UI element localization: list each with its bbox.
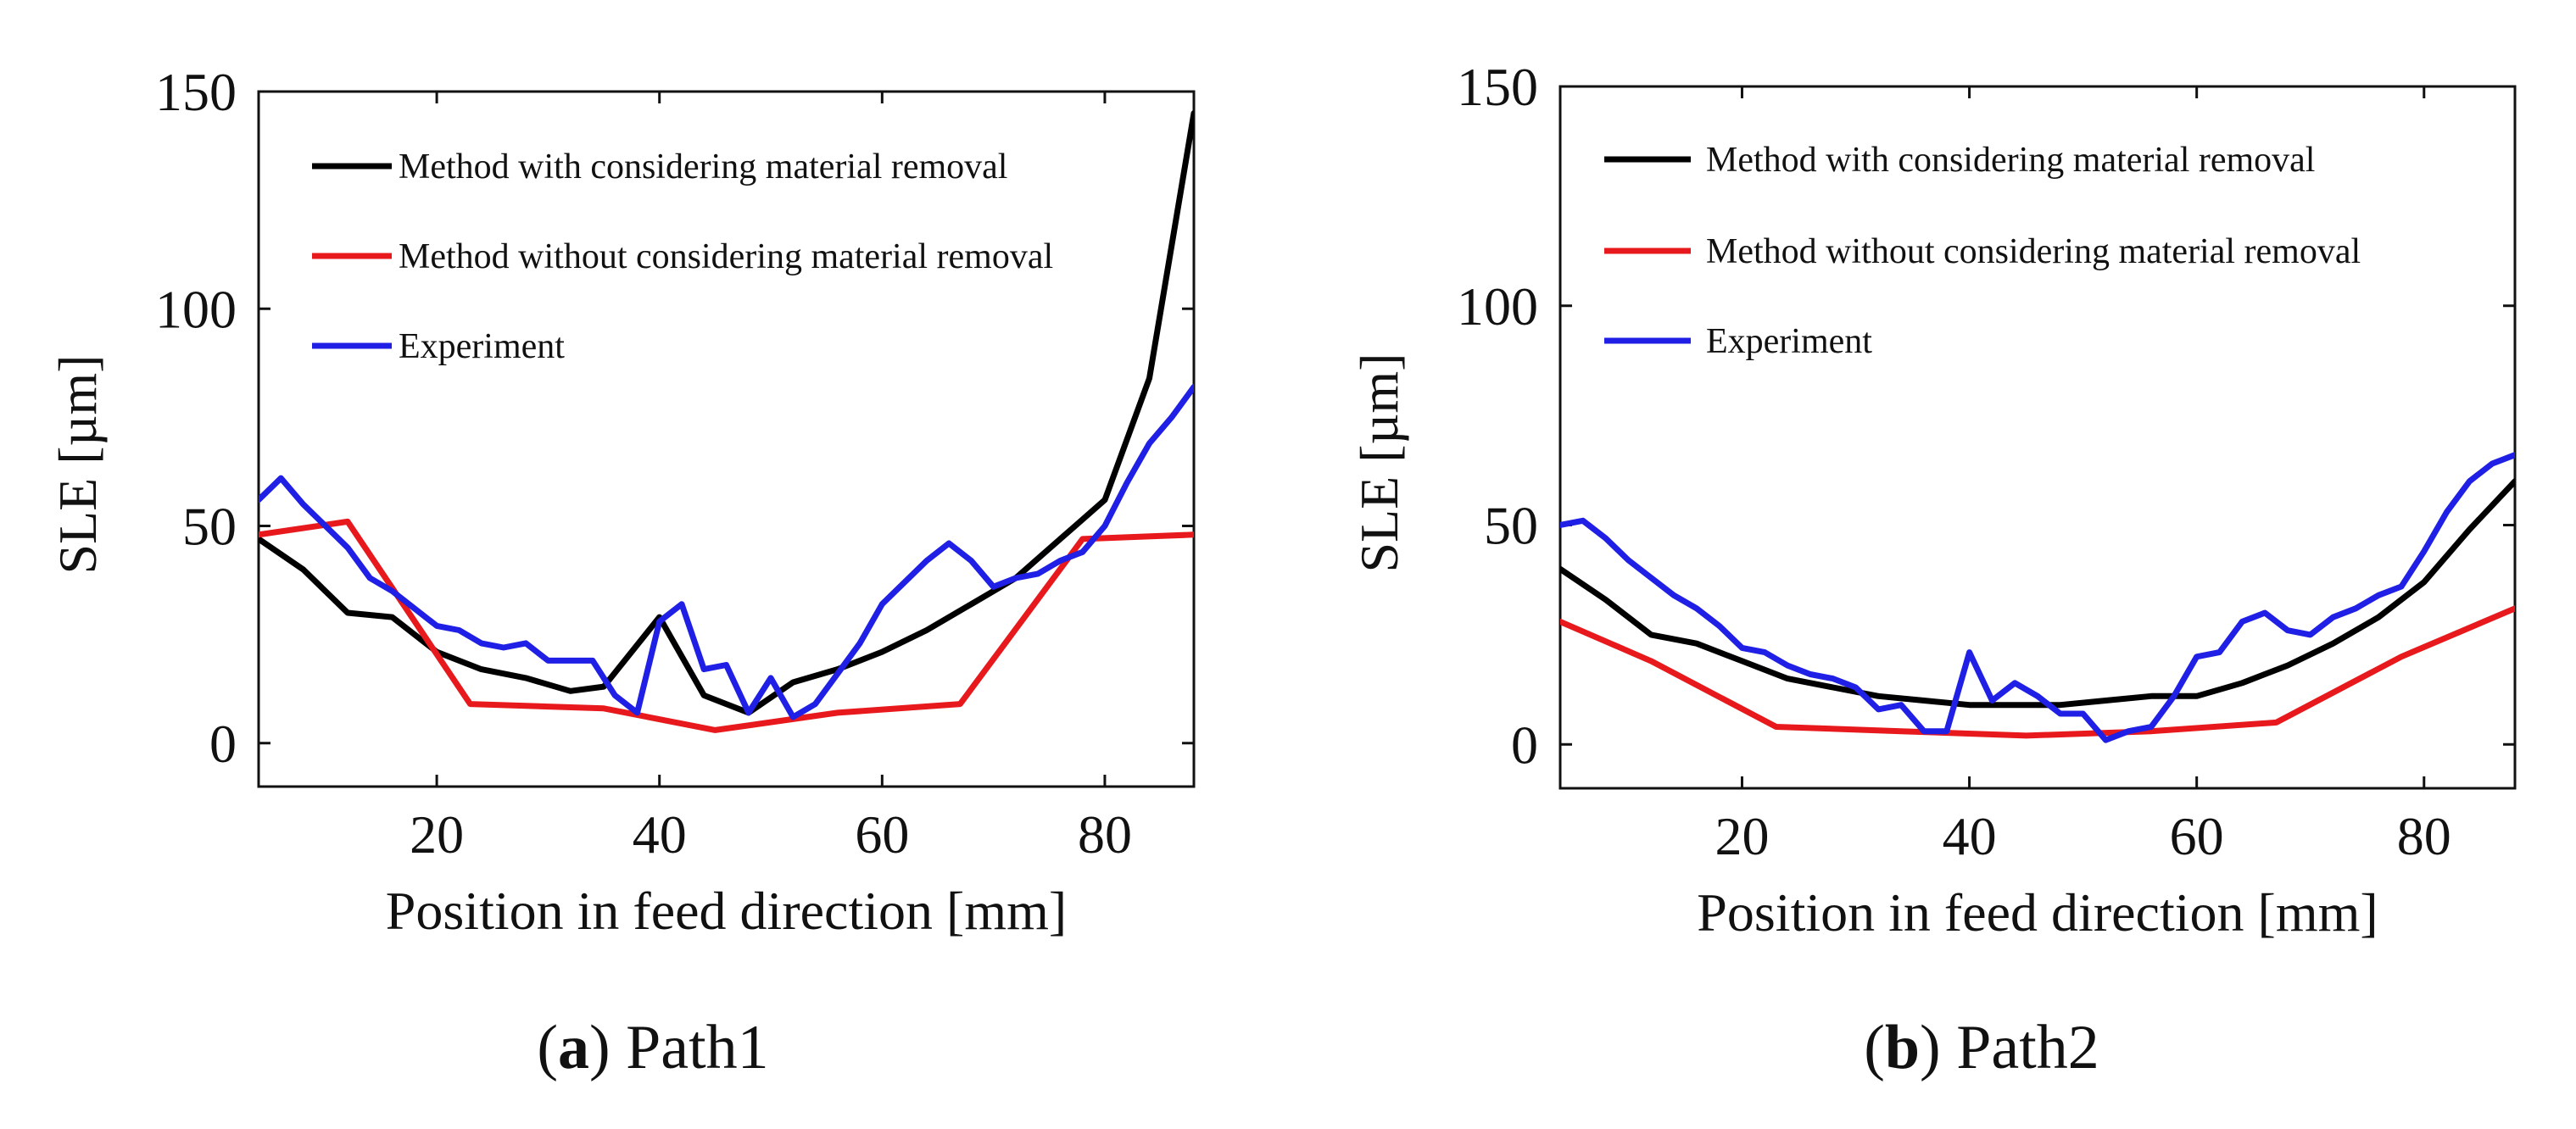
caption-text: Path2 (1956, 1013, 2099, 1082)
legend: Method with considering material removal… (1604, 141, 2361, 361)
panel-caption: (b) Path2 (1864, 1013, 2099, 1082)
y-tick-label: 100 (155, 279, 237, 339)
y-axis-label: SLE [µm] (47, 354, 108, 574)
plot-frame (257, 90, 1196, 788)
series-group (259, 110, 1194, 733)
series-experiment (1560, 452, 2515, 743)
x-tick-label: 40 (1943, 806, 1997, 866)
series-experiment (259, 384, 1194, 720)
y-tick-label: 50 (182, 497, 237, 557)
y-tick-label: 0 (1511, 715, 1538, 775)
chart-panel-b: 0 50 100 150 20 40 60 80 Position in feed direct… (1349, 57, 2517, 1082)
plot-frame (1558, 85, 2517, 790)
y-tick-label: 150 (155, 62, 237, 122)
legend-entry-experiment: Experiment (312, 327, 565, 366)
legend-entry-without-removal: Method without considering material remo… (312, 237, 1053, 276)
x-axis-label: Position in feed direction [mm] (386, 881, 1067, 941)
x-axis-label: Position in feed direction [mm] (1697, 882, 2378, 943)
legend-label: Method with considering material removal (399, 147, 1007, 186)
legend-entry-without-removal: Method without considering material remo… (1604, 232, 2361, 271)
legend-entry-with-removal: Method with considering material removal (312, 147, 1007, 186)
legend-label: Experiment (399, 327, 565, 366)
x-tick-label: 80 (2397, 806, 2451, 866)
caption-paren-close: ) (1920, 1013, 1956, 1082)
legend: Method with considering material removal… (312, 147, 1053, 366)
caption-paren-open: ( (537, 1013, 558, 1082)
caption-letter: b (1885, 1013, 1920, 1082)
caption-paren-close: ) (589, 1013, 626, 1082)
legend-entry-experiment: Experiment (1604, 322, 1872, 361)
series-with-removal (1560, 478, 2515, 709)
x-tick-label: 80 (1078, 804, 1132, 865)
series-without-removal (1560, 605, 2515, 739)
x-tick-label: 20 (1715, 806, 1769, 866)
series-group (1560, 452, 2515, 743)
caption-text: Path1 (626, 1013, 769, 1082)
x-tick-label: 60 (855, 804, 909, 865)
legend-label: Method with considering material removal (1706, 141, 2315, 180)
legend-label: Method without considering material remo… (1706, 232, 2361, 271)
y-tick-label: 100 (1457, 276, 1538, 336)
caption-letter: a (558, 1013, 589, 1082)
panel-caption: (a) Path1 (537, 1013, 768, 1082)
caption-paren-open: ( (1864, 1013, 1885, 1082)
y-axis-label: SLE [µm] (1349, 353, 1409, 572)
series-without-removal (259, 518, 1194, 733)
x-tick-label: 20 (410, 804, 464, 865)
legend-label: Experiment (1706, 322, 1872, 361)
y-tick-label: 50 (1484, 496, 1538, 556)
series-with-removal (259, 110, 1194, 716)
legend-entry-with-removal: Method with considering material removal (1604, 141, 2315, 180)
x-tick-label: 60 (2170, 806, 2224, 866)
legend-label: Method without considering material remo… (399, 237, 1053, 276)
y-tick-label: 150 (1457, 57, 1538, 117)
y-tick-label: 0 (209, 714, 237, 774)
x-tick-label: 40 (633, 804, 687, 865)
